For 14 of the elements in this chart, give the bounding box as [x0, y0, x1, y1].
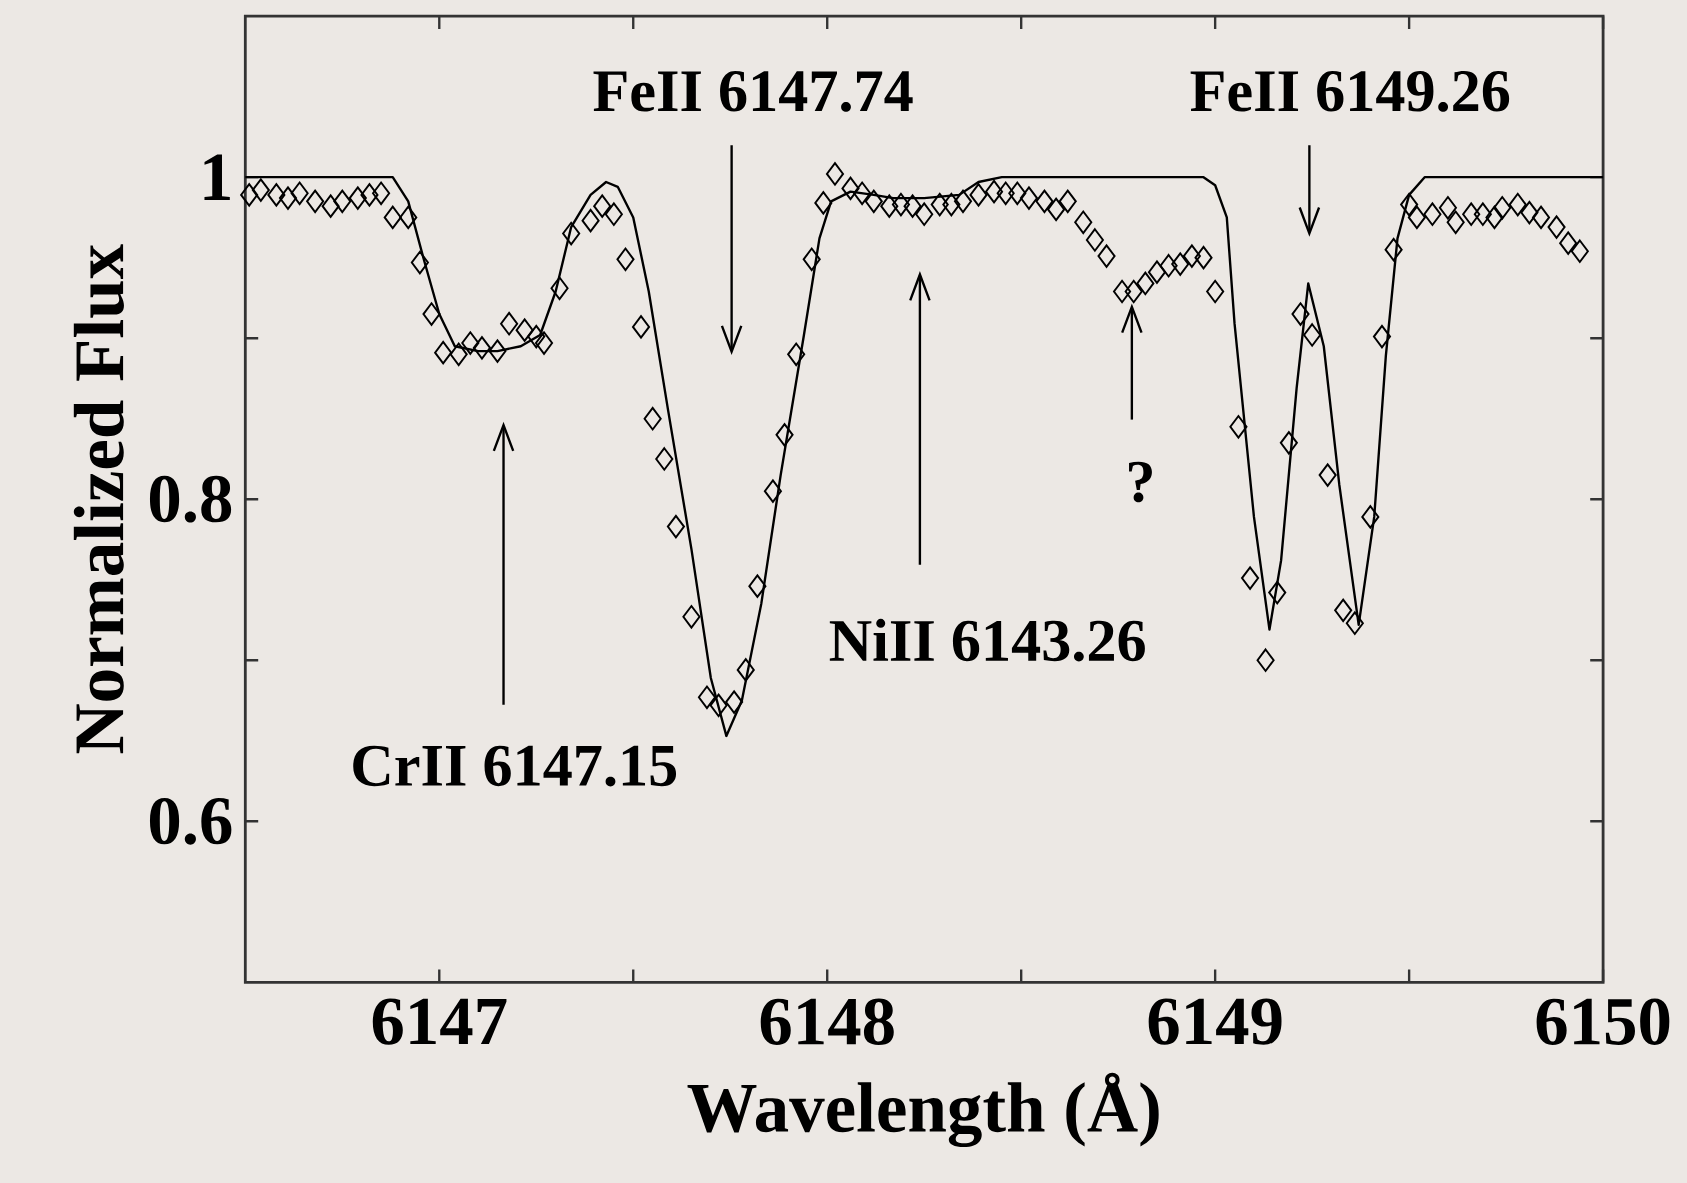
x-tick-label: 6150 — [1536, 998, 1670, 1045]
x-tick-label: 6148 — [760, 998, 894, 1045]
annotation: ? — [1129, 461, 1152, 503]
y-tick-label: 1 — [204, 154, 230, 200]
y-axis-title: Normalized Flux — [73, 243, 124, 754]
y-tick-label: 0.6 — [149, 797, 232, 845]
annotation: FeII 6149.26 — [1190, 70, 1510, 112]
x-axis-title: Wavelength (Å) — [687, 1072, 1159, 1147]
annotation: CrII 6147.15 — [353, 745, 677, 787]
x-tick-label: 6149 — [1148, 998, 1282, 1045]
annotation: FeII 6147.74 — [593, 70, 913, 112]
annotation: NiII 6143.26 — [829, 618, 1145, 662]
x-tick-label: 6147 — [372, 998, 507, 1045]
y-tick-label: 0.8 — [149, 475, 232, 523]
